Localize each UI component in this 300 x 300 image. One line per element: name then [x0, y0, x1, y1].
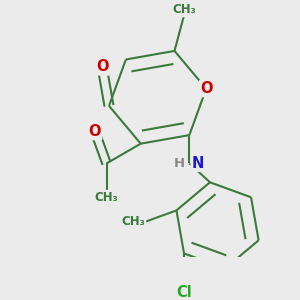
Text: O: O — [96, 59, 108, 74]
Text: Cl: Cl — [176, 285, 192, 300]
Text: CH₃: CH₃ — [122, 215, 145, 229]
Text: O: O — [89, 124, 101, 139]
Text: CH₃: CH₃ — [95, 191, 118, 204]
Text: N: N — [192, 156, 204, 171]
Text: CH₃: CH₃ — [172, 3, 196, 16]
Text: H: H — [174, 157, 185, 170]
Text: O: O — [200, 81, 212, 96]
